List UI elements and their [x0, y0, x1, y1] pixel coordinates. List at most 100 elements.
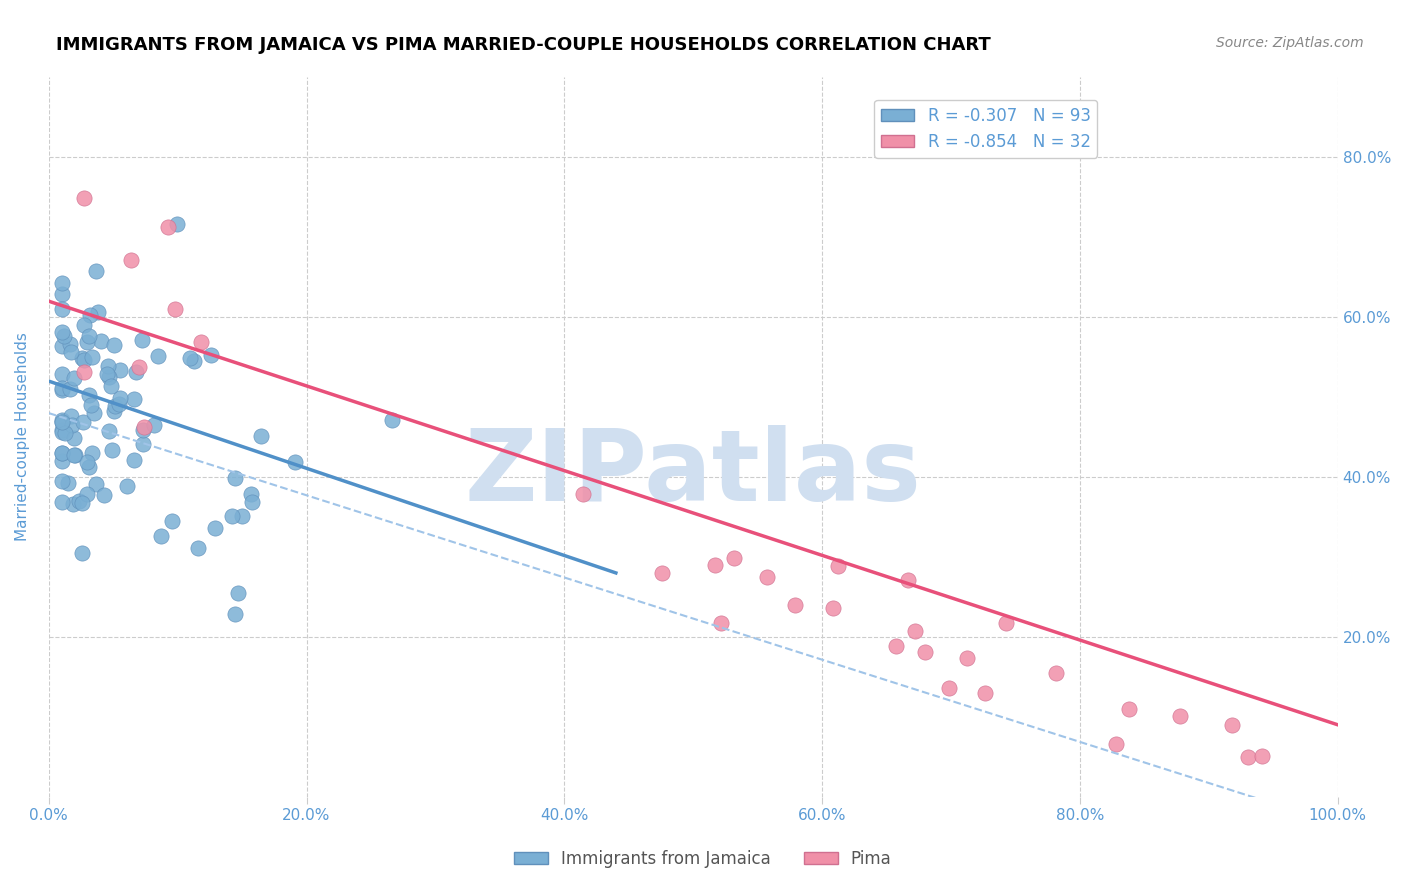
Point	[1104, 737, 1126, 751]
Point	[249, 429, 271, 443]
Point	[51, 367, 73, 381]
Point	[166, 218, 188, 232]
Point	[221, 509, 243, 524]
Point	[77, 388, 100, 402]
Point	[87, 305, 110, 319]
Point	[823, 600, 845, 615]
Point	[381, 413, 404, 427]
Point	[651, 566, 673, 580]
Point	[51, 383, 73, 397]
Point	[51, 381, 73, 395]
Point	[231, 509, 253, 524]
Point	[97, 424, 120, 438]
Point	[77, 460, 100, 475]
Point	[52, 329, 75, 343]
Point	[827, 558, 849, 573]
Point	[122, 392, 145, 406]
Point	[132, 437, 155, 451]
Point	[783, 598, 806, 612]
Legend: R = -0.307   N = 93, R = -0.854   N = 32: R = -0.307 N = 93, R = -0.854 N = 32	[875, 100, 1097, 158]
Point	[100, 379, 122, 393]
Point	[1118, 701, 1140, 715]
Point	[73, 365, 96, 379]
Point	[1045, 665, 1067, 680]
Point	[59, 337, 82, 351]
Point	[73, 353, 96, 368]
Point	[79, 308, 101, 322]
Point	[723, 550, 745, 565]
Point	[51, 415, 73, 429]
Point	[58, 476, 80, 491]
Point	[120, 253, 142, 268]
Point	[284, 455, 307, 469]
Point	[183, 353, 205, 368]
Point	[51, 495, 73, 509]
Point	[96, 368, 118, 382]
Point	[51, 425, 73, 439]
Point	[886, 640, 908, 654]
Point	[103, 404, 125, 418]
Point	[1251, 749, 1274, 764]
Y-axis label: Married-couple Households: Married-couple Households	[15, 333, 30, 541]
Point	[974, 686, 997, 700]
Point	[179, 351, 201, 365]
Point	[156, 219, 179, 234]
Point	[51, 446, 73, 460]
Point	[897, 574, 920, 588]
Point	[146, 349, 169, 363]
Point	[224, 607, 246, 621]
Point	[86, 477, 108, 491]
Point	[51, 276, 73, 290]
Point	[89, 334, 111, 348]
Point	[224, 471, 246, 485]
Point	[97, 370, 120, 384]
Point	[77, 329, 100, 343]
Text: Source: ZipAtlas.com: Source: ZipAtlas.com	[1216, 36, 1364, 50]
Point	[165, 302, 187, 317]
Point	[82, 350, 104, 364]
Point	[60, 417, 83, 432]
Text: ZIPatlas: ZIPatlas	[465, 425, 921, 522]
Point	[51, 413, 73, 427]
Point	[756, 570, 779, 584]
Point	[51, 302, 73, 317]
Point	[51, 415, 73, 429]
Point	[703, 558, 725, 573]
Point	[1237, 749, 1260, 764]
Point	[226, 586, 249, 600]
Point	[108, 397, 131, 411]
Point	[62, 497, 84, 511]
Text: IMMIGRANTS FROM JAMAICA VS PIMA MARRIED-COUPLE HOUSEHOLDS CORRELATION CHART: IMMIGRANTS FROM JAMAICA VS PIMA MARRIED-…	[56, 36, 991, 54]
Point	[956, 650, 979, 665]
Point	[73, 318, 96, 332]
Point	[51, 423, 73, 437]
Point	[124, 365, 146, 379]
Point	[73, 191, 96, 205]
Point	[62, 370, 84, 384]
Point	[103, 338, 125, 352]
Point	[190, 334, 212, 349]
Point	[76, 455, 98, 469]
Point	[72, 496, 94, 510]
Point	[142, 418, 165, 433]
Point	[76, 334, 98, 349]
Point	[51, 475, 73, 489]
Point	[122, 453, 145, 467]
Point	[51, 286, 73, 301]
Point	[131, 333, 153, 347]
Point	[70, 351, 93, 365]
Point	[63, 448, 86, 462]
Point	[187, 541, 209, 555]
Point	[59, 409, 82, 424]
Point	[83, 406, 105, 420]
Point	[904, 624, 927, 638]
Point	[63, 448, 86, 462]
Point	[200, 348, 222, 362]
Point	[150, 529, 173, 543]
Point	[108, 392, 131, 406]
Point	[72, 415, 94, 429]
Point	[571, 487, 593, 501]
Point	[128, 359, 150, 374]
Point	[63, 431, 86, 445]
Point	[59, 344, 82, 359]
